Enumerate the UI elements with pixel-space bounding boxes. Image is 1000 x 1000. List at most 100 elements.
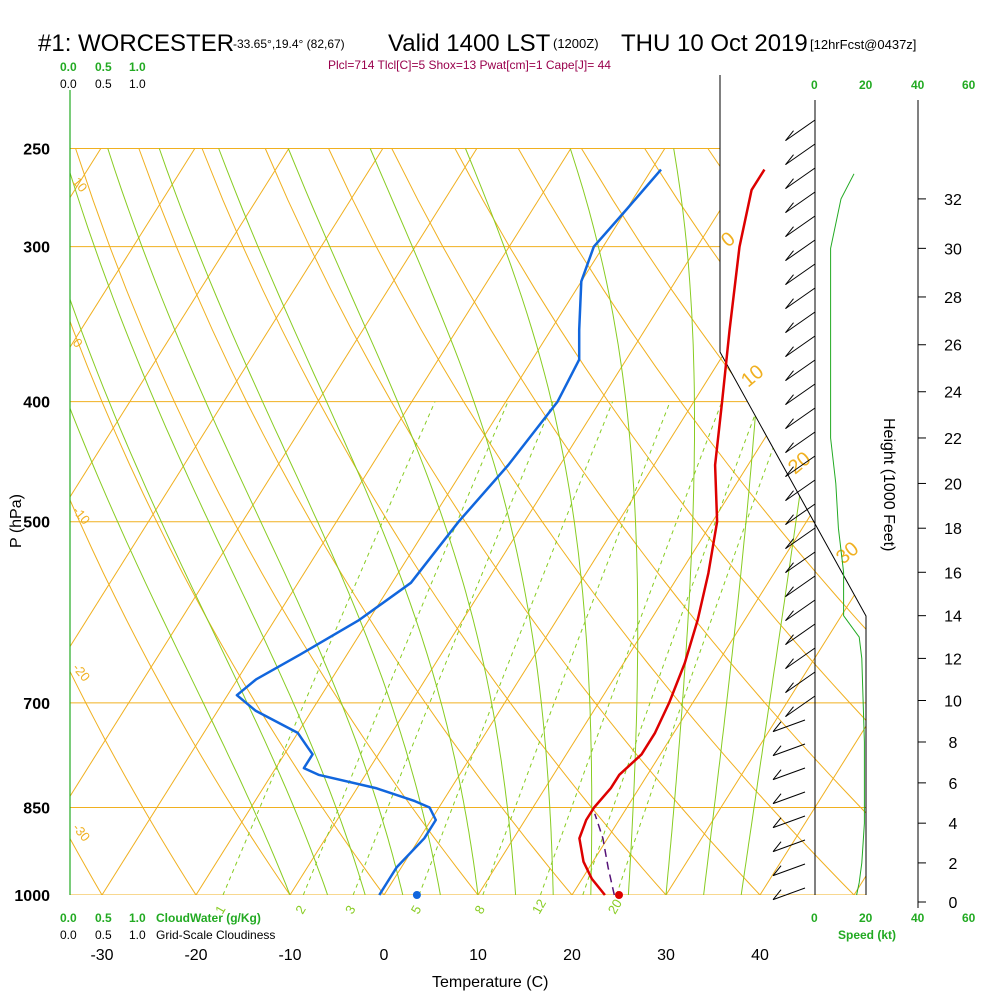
height-tick-label: 4 — [949, 816, 958, 833]
height-tick-label: 28 — [944, 290, 962, 307]
valid-time: Valid 1400 LST — [388, 30, 551, 57]
cloudwater-tick: 0.5 — [95, 60, 112, 74]
moist-adiabat-line — [287, 148, 517, 895]
wind-barb-flag — [785, 610, 794, 621]
wind-barb-flag — [772, 817, 782, 828]
cloudiness-tick: 1.0 — [129, 928, 146, 942]
wind-barb — [785, 143, 816, 166]
zulu-time: (1200Z) — [553, 36, 599, 51]
mixing-ratio-line — [539, 401, 723, 895]
surface-temperature-dot — [615, 891, 623, 899]
isotherm-line — [195, 148, 666, 895]
wind-barb — [785, 191, 816, 214]
wind-barb — [785, 479, 816, 502]
wind-barb — [772, 791, 806, 805]
wind-barb-flag — [785, 394, 794, 405]
wind-barb — [785, 431, 816, 454]
dry-adiabat-label: 30 — [832, 538, 863, 569]
wind-barb — [772, 863, 806, 877]
cloudwater-tick: 0.0 — [60, 60, 77, 74]
wind-barb-flag — [785, 658, 794, 669]
forecast-info: [12hrFcst@0437z] — [810, 37, 916, 52]
height-tick-label: 6 — [949, 776, 958, 793]
wind-barb-flag — [772, 841, 782, 852]
pressure-tick-label: 700 — [23, 696, 50, 713]
wind-barb-flag — [785, 130, 794, 141]
isotherm-line — [853, 148, 866, 895]
cloudiness-tick: 0.5 — [95, 77, 112, 91]
speed-tick: 40 — [911, 78, 925, 92]
wind-barb-flag — [772, 793, 782, 804]
isotherm-label: -20 — [70, 660, 94, 684]
wind-barb — [785, 215, 816, 238]
wind-barb — [785, 695, 816, 718]
height-tick-label: 16 — [944, 565, 962, 582]
height-tick-label: 26 — [944, 338, 962, 355]
wind-barb — [785, 599, 816, 622]
wind-panel — [772, 100, 865, 901]
cloudwater-scale-bottom: 0.0 0.5 1.0 CloudWater (g/Kg) 0.0 0.5 1.… — [60, 911, 275, 942]
moist-adiabat-line — [70, 148, 291, 895]
mixing-ratio-line — [352, 401, 554, 895]
wind-barb-flag — [785, 370, 794, 381]
mixing-ratio-label: 12 — [529, 896, 549, 916]
dry-adiabat-line — [454, 148, 866, 895]
moist-adiabat-line — [70, 148, 366, 895]
temperature-tick-label: 0 — [380, 947, 389, 964]
speed-axis: 0 20 40 60 0 20 40 60 Speed (kt) — [811, 78, 976, 942]
wind-barb-flag — [785, 322, 794, 333]
pressure-tick-label: 500 — [23, 515, 50, 532]
isotherm-line — [70, 148, 196, 895]
moist-adiabat-line — [107, 148, 404, 895]
mixing-ratio-label: 3 — [342, 903, 359, 917]
pressure-tick-label: 300 — [23, 240, 50, 257]
wind-speed-line — [830, 173, 865, 896]
surface-dewpoint-dot — [412, 891, 421, 899]
mixing-ratio-label: 8 — [471, 903, 488, 917]
wind-barb — [772, 743, 806, 757]
moist-adiabat-line — [70, 148, 329, 895]
temperature-tick-label: 10 — [469, 947, 487, 964]
cloudwater-tick: 0.5 — [95, 911, 112, 925]
dry-adiabat-line — [138, 148, 573, 895]
temperature-line — [578, 168, 766, 896]
isotherm-line — [70, 148, 384, 895]
speed-tick: 40 — [911, 911, 925, 925]
cloudwater-tick: 0.0 — [60, 911, 77, 925]
wind-barb-flag — [772, 865, 782, 876]
temperature-axis: -30 -20 -10 0 10 20 30 40 — [90, 947, 769, 964]
wind-barb-flag — [785, 634, 794, 645]
cloudiness-tick: 1.0 — [129, 77, 146, 91]
speed-axis-label: Speed (kt) — [838, 928, 896, 942]
wind-barb — [772, 887, 806, 901]
isotherm-line — [0, 148, 7, 895]
isotherm-line — [101, 148, 572, 895]
isotherm-line — [477, 148, 866, 895]
wind-barb — [785, 287, 816, 310]
y2-axis-title: Height (1000 Feet) — [880, 418, 897, 551]
wind-barb-flag — [772, 769, 782, 780]
wind-barb — [785, 311, 816, 334]
wind-barb — [785, 167, 816, 190]
y-axis-title: P (hPa) — [8, 494, 25, 548]
wind-barb — [772, 815, 806, 829]
stability-indices: Plcl=714 Tlcl[C]=5 Shox=13 Pwat[cm]=1 Ca… — [328, 58, 611, 72]
pressure-tick-label: 850 — [23, 800, 50, 817]
cloudiness-label: Grid-Scale Cloudiness — [156, 928, 275, 942]
temperature-tick-label: -10 — [278, 947, 301, 964]
cloudwater-label: CloudWater (g/Kg) — [156, 911, 261, 925]
wind-barb-flag — [785, 178, 794, 189]
mixing-ratio-line — [222, 401, 436, 895]
wind-barb — [785, 551, 816, 574]
moist-adiabat-line — [465, 148, 593, 895]
dewpoint-line — [235, 168, 662, 896]
dry-adiabat-line — [264, 148, 761, 895]
wind-barb — [785, 239, 816, 262]
wind-barb-flag — [785, 514, 794, 525]
wind-barb — [785, 383, 816, 406]
x-axis-title: Temperature (C) — [432, 974, 548, 991]
isotherm-line — [759, 148, 866, 895]
wind-barb — [785, 359, 816, 382]
isotherm-line — [70, 148, 478, 895]
wind-barb — [785, 671, 816, 694]
